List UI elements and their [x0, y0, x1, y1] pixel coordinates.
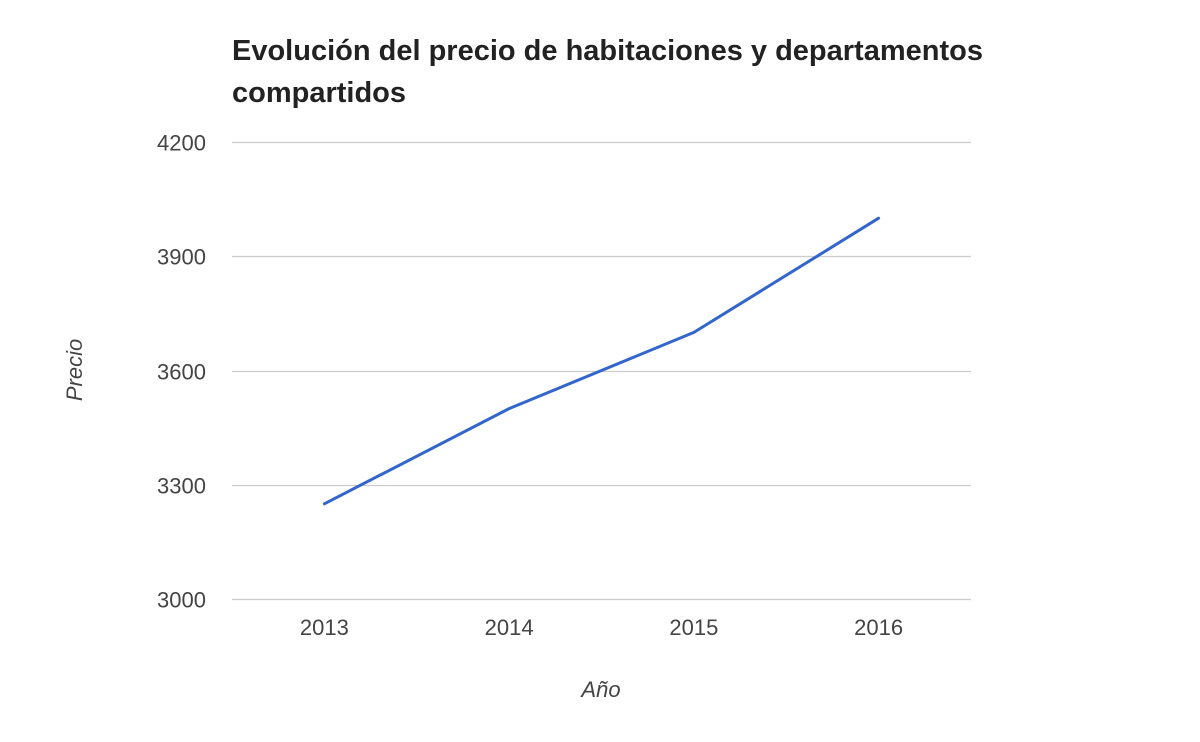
x-tick-label: 2014	[485, 615, 534, 640]
y-tick-label: 4200	[157, 131, 206, 156]
y-tick-label: 3300	[157, 474, 206, 499]
series-layer	[318, 212, 885, 510]
y-tick-label: 3000	[157, 588, 206, 613]
series-line	[322, 216, 881, 506]
x-axis-title: Año	[579, 677, 620, 702]
x-tick-label: 2015	[669, 615, 718, 640]
y-axis-ticks: 3000 3300 3600 3900 4200	[157, 131, 206, 613]
y-tick-label: 3600	[157, 360, 206, 385]
x-tick-label: 2013	[300, 615, 349, 640]
y-tick-label: 3900	[157, 245, 206, 270]
x-tick-label: 2016	[854, 615, 903, 640]
data-point-2015	[688, 326, 700, 338]
y-axis-title: Precio	[62, 339, 87, 401]
chart-title: Evolución del precio de habitaciones y d…	[232, 35, 983, 109]
x-axis-ticks: 2013 2014 2015 2016	[300, 615, 903, 640]
data-point-2013	[318, 498, 330, 510]
data-point-2016	[873, 212, 885, 224]
data-point-2014	[503, 403, 515, 415]
